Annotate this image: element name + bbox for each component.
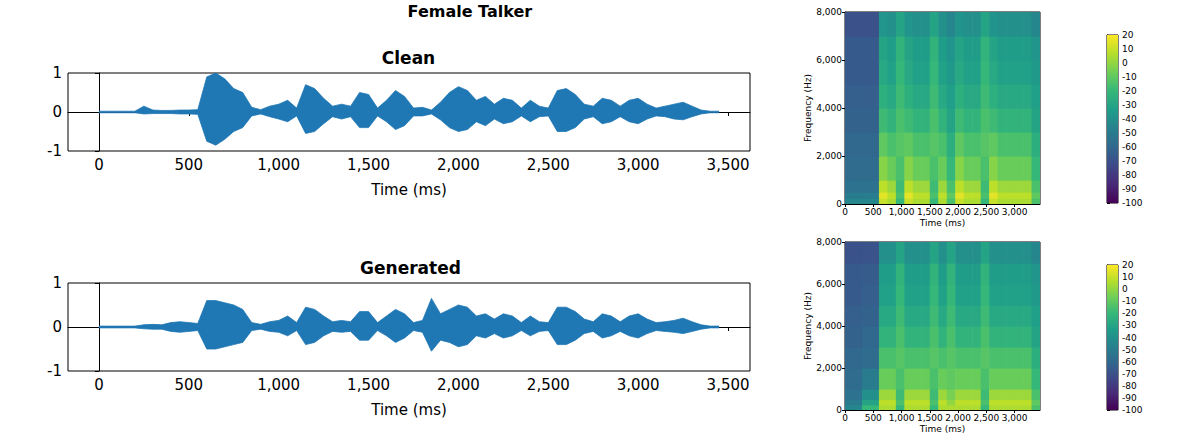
svg-text:2,000: 2,000 — [437, 156, 480, 174]
svg-text:6,000: 6,000 — [816, 55, 842, 65]
svg-text:0: 0 — [1122, 58, 1128, 68]
svg-text:500: 500 — [174, 156, 203, 174]
svg-text:3,000: 3,000 — [1002, 207, 1028, 217]
svg-text:1,500: 1,500 — [917, 207, 943, 217]
svg-text:0: 0 — [836, 405, 842, 415]
svg-text:-20: -20 — [1122, 308, 1137, 318]
svg-text:-1: -1 — [47, 362, 62, 380]
svg-text:2,000: 2,000 — [945, 207, 971, 217]
svg-text:2,000: 2,000 — [437, 376, 480, 394]
svg-text:2,500: 2,500 — [973, 207, 999, 217]
svg-text:0: 0 — [94, 156, 104, 174]
svg-text:1,000: 1,000 — [889, 207, 915, 217]
svg-text:500: 500 — [174, 376, 203, 394]
svg-text:3,000: 3,000 — [1002, 413, 1028, 423]
svg-text:-60: -60 — [1122, 142, 1137, 152]
svg-text:1,000: 1,000 — [889, 413, 915, 423]
svg-text:6,000: 6,000 — [816, 279, 842, 289]
svg-text:10: 10 — [1122, 44, 1134, 54]
svg-text:3,000: 3,000 — [617, 376, 660, 394]
svg-text:3,500: 3,500 — [707, 376, 750, 394]
svg-text:2,000: 2,000 — [816, 151, 842, 161]
svg-text:1,000: 1,000 — [257, 156, 300, 174]
svg-text:-50: -50 — [1122, 128, 1137, 138]
svg-text:-10: -10 — [1122, 72, 1137, 82]
svg-text:Time (ms): Time (ms) — [919, 218, 965, 228]
svg-text:20: 20 — [1122, 260, 1134, 270]
svg-text:20: 20 — [1122, 30, 1134, 40]
svg-text:1,500: 1,500 — [347, 376, 390, 394]
svg-text:1: 1 — [52, 274, 62, 292]
svg-text:0: 0 — [836, 199, 842, 209]
svg-text:1,000: 1,000 — [257, 376, 300, 394]
svg-text:0: 0 — [1122, 284, 1128, 294]
svg-text:3,000: 3,000 — [617, 156, 660, 174]
svg-text:-30: -30 — [1122, 100, 1137, 110]
svg-text:-40: -40 — [1122, 114, 1137, 124]
svg-text:10: 10 — [1122, 272, 1134, 282]
svg-text:Female Talker: Female Talker — [408, 2, 533, 21]
svg-text:1,500: 1,500 — [347, 156, 390, 174]
svg-text:4,000: 4,000 — [816, 321, 842, 331]
svg-text:0: 0 — [842, 207, 848, 217]
svg-text:0: 0 — [52, 103, 62, 121]
svg-text:-40: -40 — [1122, 333, 1137, 343]
svg-text:Frequency (Hz): Frequency (Hz) — [803, 74, 813, 142]
svg-text:2,500: 2,500 — [973, 413, 999, 423]
svg-text:Generated: Generated — [360, 258, 461, 278]
svg-text:0: 0 — [52, 318, 62, 336]
svg-text:8,000: 8,000 — [816, 237, 842, 247]
svg-text:2,000: 2,000 — [945, 413, 971, 423]
svg-text:-70: -70 — [1122, 369, 1137, 379]
svg-text:-30: -30 — [1122, 320, 1137, 330]
svg-text:Clean: Clean — [382, 48, 435, 68]
svg-text:Frequency (Hz): Frequency (Hz) — [803, 292, 813, 360]
svg-text:-90: -90 — [1122, 184, 1137, 194]
svg-text:1: 1 — [52, 64, 62, 82]
svg-text:Time (ms): Time (ms) — [919, 424, 965, 434]
svg-text:3,500: 3,500 — [707, 156, 750, 174]
svg-text:-50: -50 — [1122, 345, 1137, 355]
svg-text:Time (ms): Time (ms) — [370, 181, 447, 199]
svg-text:4,000: 4,000 — [816, 103, 842, 113]
svg-text:-100: -100 — [1122, 405, 1143, 415]
svg-text:-100: -100 — [1122, 198, 1143, 208]
svg-text:500: 500 — [865, 207, 882, 217]
svg-text:-10: -10 — [1122, 296, 1137, 306]
svg-text:-80: -80 — [1122, 381, 1137, 391]
svg-text:-70: -70 — [1122, 156, 1137, 166]
svg-text:-1: -1 — [47, 142, 62, 160]
svg-text:Time (ms): Time (ms) — [370, 401, 447, 419]
svg-text:-80: -80 — [1122, 170, 1137, 180]
svg-text:-60: -60 — [1122, 357, 1137, 367]
svg-text:500: 500 — [865, 413, 882, 423]
svg-text:8,000: 8,000 — [816, 7, 842, 17]
svg-text:2,500: 2,500 — [527, 156, 570, 174]
svg-text:-90: -90 — [1122, 393, 1137, 403]
svg-text:1,500: 1,500 — [917, 413, 943, 423]
svg-text:-20: -20 — [1122, 86, 1137, 96]
svg-text:0: 0 — [94, 376, 104, 394]
svg-text:2,000: 2,000 — [816, 363, 842, 373]
svg-text:0: 0 — [842, 413, 848, 423]
svg-text:2,500: 2,500 — [527, 376, 570, 394]
